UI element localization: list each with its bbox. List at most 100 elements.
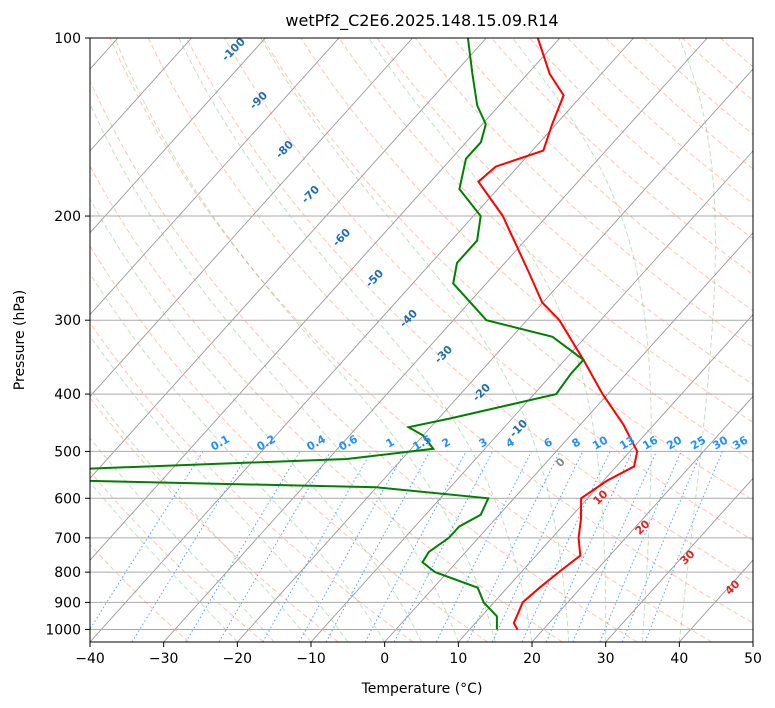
mixing-ratio-label: 3 (477, 435, 490, 450)
mixing-ratio-line (644, 451, 723, 642)
isotherm-line (531, 395, 753, 642)
line-annotations: -100-90-80-70-60-50-40-30-20-100.1 0.2 0.4… (209, 35, 751, 598)
x-tick-label: −40 (75, 651, 105, 667)
temperature-label: 20 (633, 517, 653, 537)
y-tick-label: 700 (54, 531, 81, 547)
dry-adiabat-line (567, 38, 753, 205)
moist-adiabat-line (368, 38, 607, 642)
mixing-ratio-line (435, 451, 532, 642)
temperature-label: 40 (723, 577, 743, 597)
mixing-ratio-line (131, 451, 251, 642)
dry-adiabat-line (414, 38, 753, 348)
moist-adiabat-line (90, 437, 275, 642)
x-tick-label: 0 (380, 651, 389, 667)
isotherm-label: -20 (470, 381, 493, 404)
moist-adiabat-line (678, 38, 716, 642)
moist-adiabat-line (90, 102, 459, 642)
dry-adiabat-line (491, 38, 753, 276)
y-axis-label: Pressure (hPa) (12, 290, 28, 390)
dry-adiabat-line (681, 38, 753, 102)
y-tick-label: 400 (54, 387, 81, 403)
isotherm-label: -30 (432, 343, 455, 366)
dry-adiabat-line (719, 38, 753, 68)
mixing-ratio-line (90, 451, 204, 630)
dry-adiabat-line (90, 245, 488, 642)
dry-adiabat-line (90, 470, 264, 642)
profile-line-2 (90, 38, 585, 630)
dry-adiabat-line (300, 38, 753, 462)
dry-adiabat-line (147, 38, 753, 624)
isotherm-line (752, 641, 753, 642)
x-axis-label: Temperature (°C) (361, 681, 483, 697)
mixing-ratio-line (491, 451, 584, 642)
mixing-ratio-line (393, 451, 494, 642)
mixing-ratio-line (364, 451, 467, 642)
dry-adiabat-line (90, 396, 339, 642)
x-tick-label: 20 (523, 651, 541, 667)
mixing-ratio-line (621, 451, 703, 642)
y-tick-label: 100 (54, 31, 81, 47)
y-tick-label: 600 (54, 491, 81, 507)
moist-adiabat-line (90, 388, 312, 642)
x-tick-label: −20 (223, 651, 253, 667)
dry-adiabat-line (376, 38, 753, 386)
moist-adiabat-line (90, 334, 349, 642)
dry-adiabat-line (643, 38, 753, 135)
mixing-ratio-label: 30 (710, 433, 730, 452)
temperature-label: 30 (678, 547, 698, 567)
isotherm-line (678, 559, 753, 642)
dry-adiabat-line (109, 38, 712, 642)
y-axis-ticks: 100 200 300 400 500 600 700 800 900 1000 (45, 31, 90, 638)
isotherm-line (90, 38, 487, 479)
mixing-ratio-line (545, 451, 633, 642)
profile-line-1 (477, 38, 639, 630)
x-tick-label: −10 (296, 651, 326, 667)
background-lines (90, 38, 753, 642)
isotherm-line (605, 477, 753, 642)
moist-adiabat-line (90, 481, 238, 642)
mixing-ratio-line (325, 451, 431, 642)
moist-adiabat-line (90, 272, 386, 642)
y-tick-label: 500 (54, 444, 81, 460)
dry-adiabat-line (90, 544, 190, 642)
isotherm-label: -100 (219, 35, 248, 64)
x-tick-label: 40 (670, 651, 688, 667)
dry-adiabat-line (338, 38, 753, 424)
mixing-ratio-line (599, 451, 682, 642)
isotherm-label: -60 (330, 226, 353, 249)
mixing-ratio-label: 8 (570, 435, 583, 450)
moist-adiabat-line (512, 38, 652, 642)
mixing-ratio-line (185, 451, 301, 642)
isotherm-label: -80 (273, 138, 296, 161)
isotherm-label: -50 (363, 267, 386, 290)
dry-adiabat-line (224, 38, 753, 541)
mixing-ratio-line (298, 451, 406, 642)
isotherm-line (90, 38, 192, 152)
y-tick-label: 800 (54, 565, 81, 581)
dry-adiabat-line (185, 38, 753, 582)
mixing-ratio-line (572, 451, 657, 642)
mixing-ratio-line (262, 451, 372, 642)
moist-adiabat-line (260, 38, 570, 642)
moist-adiabat-line (90, 197, 422, 642)
isotherm-line (90, 38, 340, 316)
dry-adiabat-line (90, 322, 414, 642)
mixing-ratio-label: 36 (730, 433, 750, 452)
isotherm-line (90, 38, 634, 642)
mixing-ratio-label: 10 (590, 433, 610, 452)
isotherm-label: -90 (247, 89, 270, 112)
isotherm-label: -70 (299, 183, 322, 206)
series-lines (90, 38, 639, 630)
isotherm-line (384, 232, 753, 642)
mixing-ratio-label: 1 (384, 435, 397, 450)
y-tick-label: 200 (54, 209, 81, 225)
x-tick-label: 10 (449, 651, 467, 667)
y-tick-label: 900 (54, 595, 81, 611)
temperature-label: 0 (553, 455, 568, 470)
mixing-ratio-label: 0.6 (337, 432, 361, 453)
mixing-ratio-label: 0.1 (209, 432, 232, 453)
grid-lines (90, 38, 753, 642)
x-tick-label: 50 (744, 651, 762, 667)
mixing-ratio-label: 2 (440, 435, 453, 450)
dry-adiabat-line (529, 38, 753, 240)
